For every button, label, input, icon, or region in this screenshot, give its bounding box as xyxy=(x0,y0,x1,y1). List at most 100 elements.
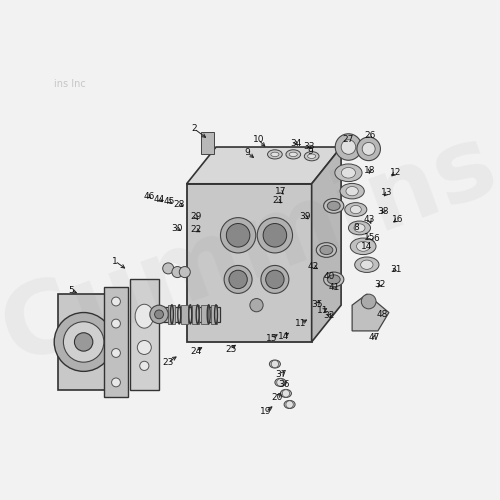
Text: 18: 18 xyxy=(364,166,376,175)
Text: 28: 28 xyxy=(174,200,185,208)
Text: 5: 5 xyxy=(68,286,73,295)
FancyBboxPatch shape xyxy=(168,305,175,324)
Circle shape xyxy=(180,266,190,278)
Text: 25: 25 xyxy=(225,345,236,354)
Text: 43: 43 xyxy=(364,216,375,224)
Ellipse shape xyxy=(362,294,376,309)
Ellipse shape xyxy=(354,224,365,232)
Text: 27: 27 xyxy=(343,135,354,144)
Ellipse shape xyxy=(328,202,340,210)
Ellipse shape xyxy=(360,260,373,270)
Text: 29: 29 xyxy=(190,212,202,222)
Ellipse shape xyxy=(348,221,370,235)
Text: 10: 10 xyxy=(252,135,264,144)
Text: 48: 48 xyxy=(376,310,388,319)
Text: 16: 16 xyxy=(392,215,403,224)
Text: 1: 1 xyxy=(112,256,118,266)
Ellipse shape xyxy=(342,168,355,178)
Text: 45: 45 xyxy=(164,197,175,206)
Circle shape xyxy=(335,134,361,160)
Ellipse shape xyxy=(346,186,358,196)
Circle shape xyxy=(150,305,168,324)
Text: 32: 32 xyxy=(374,280,386,289)
Text: 14: 14 xyxy=(361,242,372,251)
Text: 23: 23 xyxy=(162,358,174,366)
Ellipse shape xyxy=(308,154,316,158)
Circle shape xyxy=(154,310,164,319)
Circle shape xyxy=(229,270,248,288)
Polygon shape xyxy=(186,184,312,342)
Circle shape xyxy=(357,137,380,160)
Ellipse shape xyxy=(271,152,279,156)
Circle shape xyxy=(257,218,292,253)
Ellipse shape xyxy=(316,242,336,258)
Circle shape xyxy=(112,348,120,358)
Circle shape xyxy=(226,224,250,247)
Text: 32: 32 xyxy=(324,311,335,320)
FancyBboxPatch shape xyxy=(181,305,188,324)
Polygon shape xyxy=(58,294,110,390)
Ellipse shape xyxy=(340,184,364,199)
Ellipse shape xyxy=(304,152,319,161)
Polygon shape xyxy=(312,147,341,342)
Ellipse shape xyxy=(270,360,280,368)
Text: 6: 6 xyxy=(373,234,379,244)
FancyBboxPatch shape xyxy=(192,305,199,324)
Ellipse shape xyxy=(140,362,149,370)
Ellipse shape xyxy=(138,340,151,354)
Circle shape xyxy=(263,224,286,247)
Text: 26: 26 xyxy=(364,132,376,140)
Text: 34: 34 xyxy=(290,139,302,148)
Ellipse shape xyxy=(324,198,344,213)
Text: 39: 39 xyxy=(300,212,311,220)
Circle shape xyxy=(250,298,263,312)
Circle shape xyxy=(220,218,256,253)
Text: 38: 38 xyxy=(378,207,389,216)
Text: 37: 37 xyxy=(276,370,287,379)
Ellipse shape xyxy=(335,164,362,182)
Text: 40: 40 xyxy=(324,272,335,281)
Ellipse shape xyxy=(345,202,367,216)
FancyBboxPatch shape xyxy=(210,305,217,324)
Text: 14: 14 xyxy=(278,332,290,341)
Text: 36: 36 xyxy=(278,380,290,388)
Text: Cummins: Cummins xyxy=(0,116,500,384)
Circle shape xyxy=(282,390,290,397)
FancyBboxPatch shape xyxy=(202,132,214,154)
Circle shape xyxy=(266,270,284,288)
Text: 20: 20 xyxy=(271,392,282,402)
Ellipse shape xyxy=(268,150,282,159)
Ellipse shape xyxy=(286,150,300,159)
Text: 33: 33 xyxy=(303,142,314,151)
Text: 17: 17 xyxy=(274,186,286,196)
Text: 44: 44 xyxy=(154,194,164,203)
Text: 47: 47 xyxy=(368,333,380,342)
Circle shape xyxy=(271,360,278,368)
Polygon shape xyxy=(104,287,128,397)
Circle shape xyxy=(286,401,294,408)
Circle shape xyxy=(54,312,113,372)
Ellipse shape xyxy=(135,304,154,328)
Circle shape xyxy=(341,140,355,154)
Text: 22: 22 xyxy=(190,226,202,234)
Circle shape xyxy=(64,322,104,362)
Ellipse shape xyxy=(356,242,370,252)
Text: 8: 8 xyxy=(353,224,358,232)
Circle shape xyxy=(362,142,375,156)
Ellipse shape xyxy=(324,272,344,287)
Text: 13: 13 xyxy=(382,188,393,198)
Text: 21: 21 xyxy=(272,196,283,205)
Text: 31: 31 xyxy=(390,264,402,274)
FancyBboxPatch shape xyxy=(202,305,208,324)
Polygon shape xyxy=(130,280,159,390)
Text: 11: 11 xyxy=(317,306,328,315)
Circle shape xyxy=(162,263,173,274)
Polygon shape xyxy=(186,147,341,184)
Text: 24: 24 xyxy=(190,346,202,356)
Polygon shape xyxy=(159,307,220,322)
Circle shape xyxy=(276,378,284,386)
Circle shape xyxy=(172,266,183,278)
Text: 2: 2 xyxy=(191,124,197,133)
Text: 15: 15 xyxy=(266,334,277,343)
Circle shape xyxy=(224,266,252,293)
